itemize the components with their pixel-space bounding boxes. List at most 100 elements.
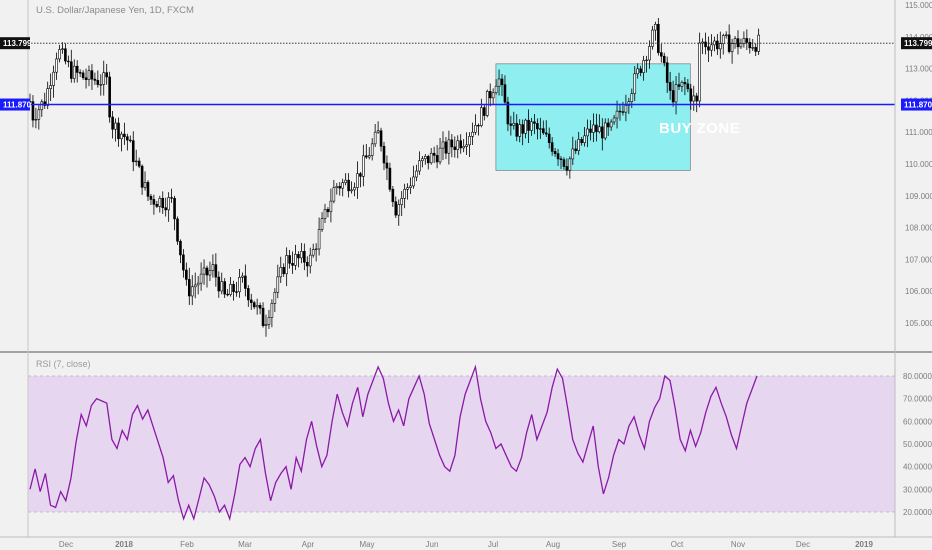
candle-body	[544, 132, 548, 135]
candle-body	[129, 139, 132, 142]
candle	[182, 249, 185, 278]
candle	[202, 259, 206, 285]
candle	[320, 212, 324, 232]
candle	[418, 151, 421, 175]
candle	[606, 118, 610, 136]
candle	[40, 99, 44, 117]
candle-body	[67, 60, 70, 63]
rsi-pane	[28, 364, 895, 522]
support-tag-left-text: 111.870	[3, 101, 32, 110]
candle-body	[730, 43, 734, 52]
candle	[64, 43, 67, 65]
candle	[689, 83, 693, 110]
candle	[494, 79, 498, 95]
candle-body	[270, 303, 274, 318]
candle-body	[190, 286, 194, 297]
candle-body	[111, 116, 114, 130]
candle	[671, 80, 675, 107]
candle-body	[438, 147, 442, 163]
candle-body	[509, 123, 513, 126]
rsi-tick-label: 30.0000	[903, 485, 932, 494]
candle-body	[477, 124, 480, 127]
candle-body	[376, 130, 380, 133]
candle	[406, 183, 409, 200]
candle	[435, 145, 439, 169]
candle-body	[400, 198, 404, 205]
candle	[314, 243, 318, 262]
candle-body	[108, 76, 111, 118]
candle-body	[238, 277, 241, 293]
candle	[412, 165, 415, 189]
candle	[627, 97, 631, 114]
candle-body	[282, 266, 286, 275]
candle-body	[412, 176, 415, 187]
candle	[211, 254, 215, 278]
candle	[185, 262, 188, 286]
candle	[146, 180, 150, 202]
candle	[544, 120, 548, 137]
candle	[739, 38, 743, 49]
candle-body	[736, 38, 740, 48]
candle	[75, 60, 79, 83]
candle	[111, 111, 114, 139]
candle-body	[680, 82, 684, 87]
candle-body	[415, 170, 418, 178]
candle	[323, 203, 327, 223]
candle-body	[78, 72, 82, 74]
candle	[341, 178, 345, 197]
candle-body	[742, 38, 746, 44]
candle-body	[202, 267, 206, 275]
candle-body	[716, 40, 719, 50]
candle-body	[359, 173, 362, 177]
candle	[220, 272, 224, 295]
candle	[347, 173, 350, 198]
candle	[698, 32, 701, 108]
candle-body	[288, 255, 291, 264]
candle-body	[468, 136, 471, 146]
candle	[267, 309, 271, 329]
candle	[565, 158, 569, 176]
candle	[659, 43, 663, 63]
candle	[117, 117, 120, 147]
candle-body	[152, 199, 156, 205]
candle	[533, 114, 536, 135]
candle-body	[332, 187, 336, 202]
candle	[126, 133, 129, 151]
candle	[332, 180, 336, 204]
candle	[633, 66, 637, 101]
candle-body	[580, 139, 583, 144]
candle-body	[506, 101, 510, 125]
candle-body	[618, 110, 622, 113]
candle	[241, 272, 244, 283]
candle-body	[651, 29, 654, 47]
candle	[308, 247, 312, 274]
x-tick-label: Nov	[731, 540, 745, 549]
candle	[397, 199, 401, 226]
candle	[167, 192, 170, 222]
candle	[43, 92, 47, 109]
candle-body	[598, 126, 601, 133]
x-tick-label: Dec	[796, 540, 810, 549]
candle-body	[686, 83, 690, 90]
rsi-line	[29, 364, 758, 522]
candle	[90, 64, 94, 91]
candle	[155, 200, 159, 209]
candle-body	[497, 78, 501, 87]
candle-body	[117, 122, 120, 140]
candle	[217, 271, 221, 298]
candle	[506, 96, 510, 132]
candle-body	[161, 197, 165, 209]
buy-zone-label: BUY ZONE	[659, 120, 741, 137]
candle-body	[547, 133, 551, 143]
candle-body	[34, 118, 38, 121]
candle-body	[503, 84, 507, 103]
candle	[677, 72, 681, 91]
candle-body	[718, 43, 722, 50]
candle-body	[255, 305, 259, 308]
candle	[158, 195, 162, 213]
candle	[668, 71, 672, 100]
current-price-tag-right-bg	[901, 37, 932, 50]
candle	[480, 98, 483, 128]
price-tick-label: 106.000	[905, 287, 932, 296]
candle-body	[710, 44, 713, 51]
